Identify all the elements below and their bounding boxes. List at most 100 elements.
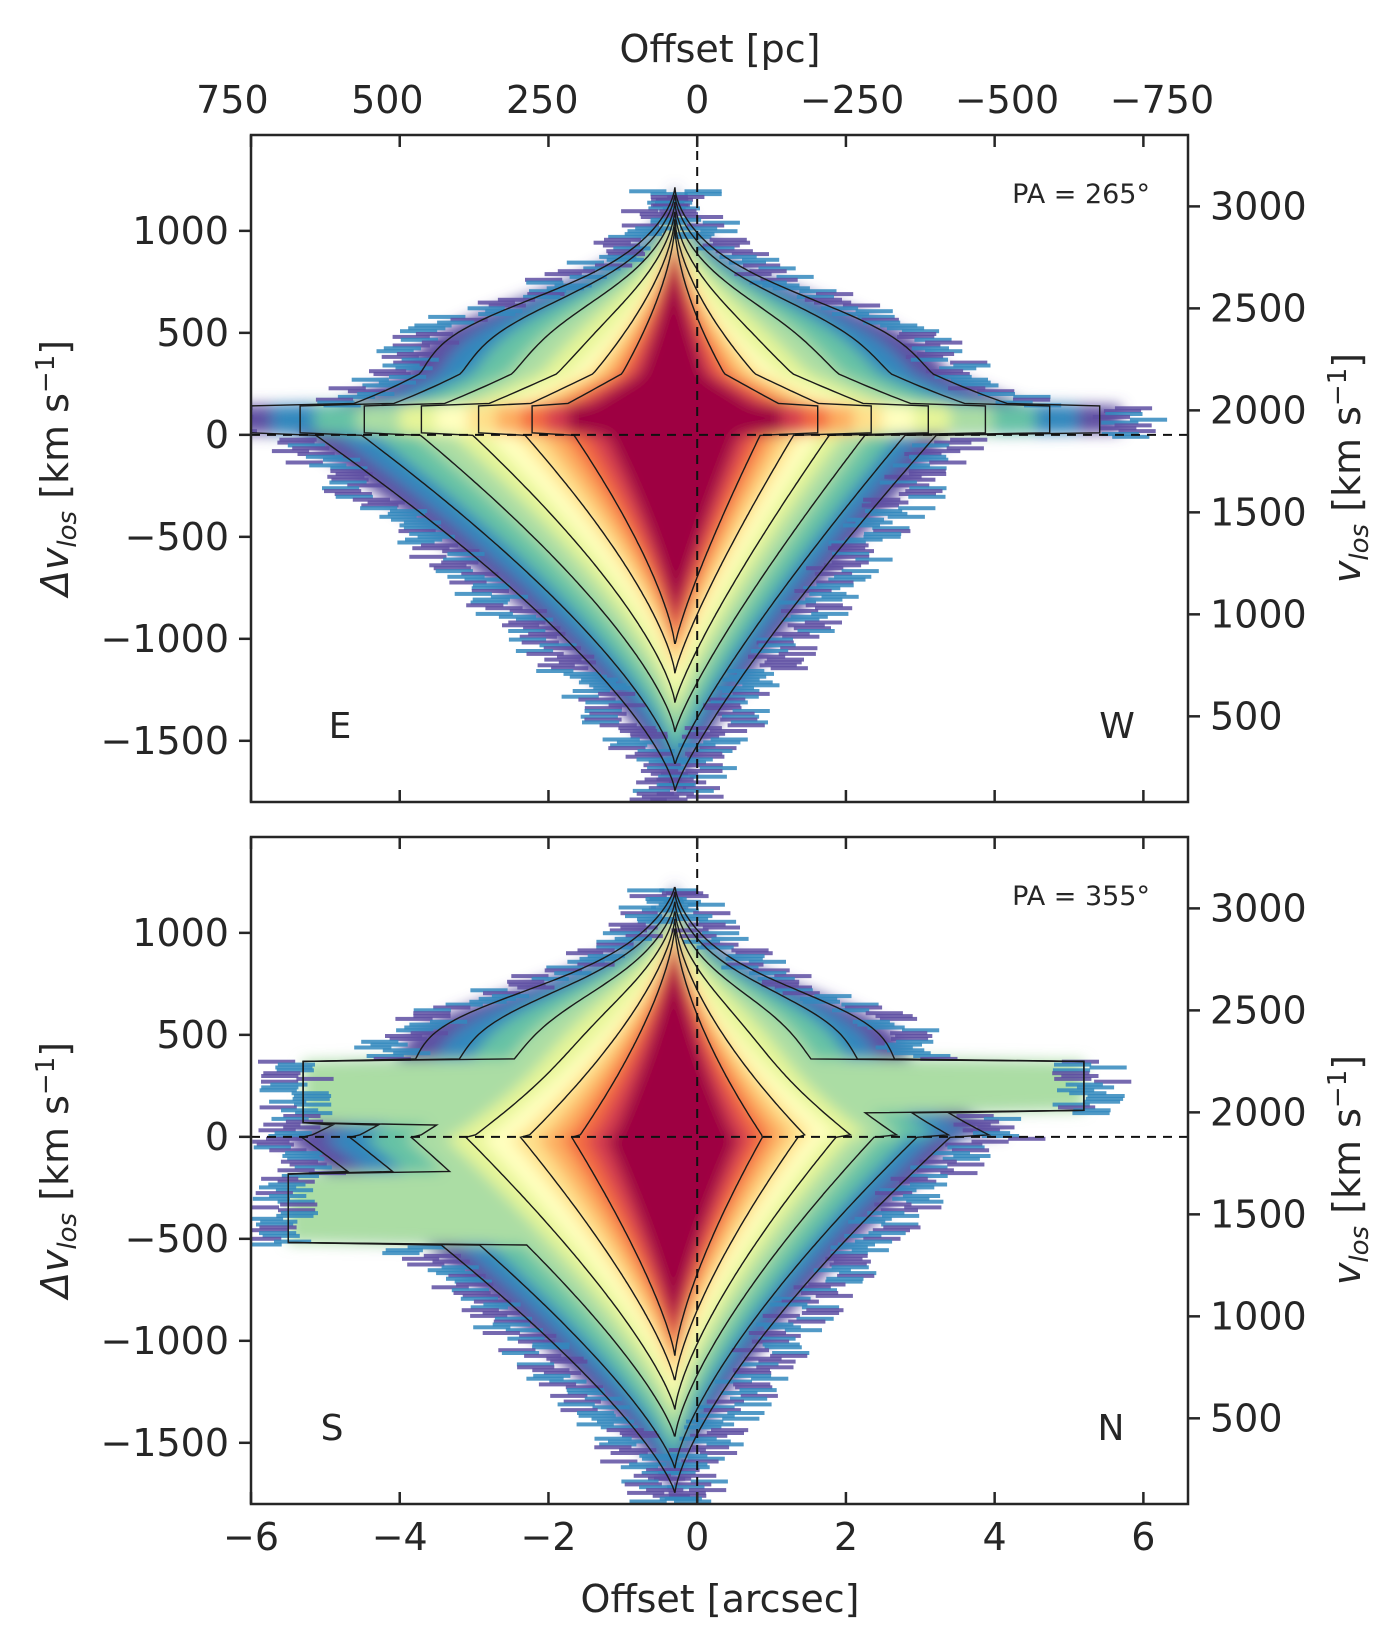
bot-edge-streak [266, 1136, 304, 1141]
bot-edge-streak [577, 1411, 615, 1415]
top-edge-streak [722, 689, 760, 693]
bot-edge-streak [275, 1065, 313, 1070]
bottom-axes-frame [249, 835, 1190, 1506]
top-edge-streak [689, 774, 727, 779]
bot-edge-streak [494, 1316, 533, 1321]
top-contour-line [299, 194, 1051, 764]
bot-edge-streak [932, 1151, 970, 1156]
top-edge-streak [796, 294, 834, 299]
top-edge-streak [387, 511, 425, 516]
top-edge-streak [842, 523, 880, 528]
bot-edge-streak [281, 1108, 319, 1113]
bot-edge-streak [261, 1085, 299, 1090]
top-edge-streak [760, 277, 798, 282]
top-edge-streak [604, 237, 642, 242]
bot-edge-streak [758, 1336, 796, 1341]
bot-edge-streak [909, 1182, 948, 1187]
bot-edge-streak [670, 1453, 708, 1458]
top-edge-streak [797, 629, 835, 633]
top-edge-streak [412, 546, 450, 551]
top-edge-streak [766, 657, 804, 662]
top-edge-streak [327, 474, 365, 479]
bot-edge-streak [844, 1005, 883, 1010]
bot-edge-streak [854, 1216, 892, 1221]
top-edge-streak [901, 329, 940, 334]
top-edge-streak [569, 674, 607, 679]
top-edge-streak [1105, 412, 1143, 416]
top-density-map [251, 185, 1168, 802]
bot-edge-streak [268, 1182, 306, 1187]
bot-edge-streak [260, 1219, 298, 1224]
top-y-tick-label: −1500 [100, 719, 229, 763]
top-edge-streak [1118, 429, 1156, 434]
bot-edge-streak [460, 1296, 498, 1301]
bot-edge-streak [609, 928, 647, 933]
bot-edge-streak [897, 1185, 935, 1190]
bot-edge-streak [256, 1142, 294, 1147]
bot-edge-streak [764, 1345, 802, 1350]
bot-edge-streak [874, 1202, 912, 1207]
bot-edge-streak [751, 1376, 789, 1381]
bot-x-tick-label: −2 [520, 1515, 576, 1559]
top-edge-streak [909, 472, 947, 476]
top-edge-streak [607, 252, 645, 257]
bot-edge-streak [825, 1279, 863, 1284]
bot-y-tick-label: 1000 [132, 911, 229, 955]
top-edge-streak [330, 469, 368, 474]
top-edge-streak [656, 777, 694, 782]
bot-edge-streak [361, 1039, 399, 1044]
bot-edge-streak [906, 1199, 944, 1204]
bot-edge-streak [507, 979, 545, 984]
top-right-axis-label-v: v [1325, 560, 1369, 583]
top-edge-streak [715, 249, 753, 254]
bot-edge-streak [741, 1362, 779, 1367]
bot-edge-streak [664, 1496, 702, 1501]
bot-edge-streak [733, 1373, 772, 1378]
top-edge-streak [650, 192, 688, 197]
bot-edge-streak [259, 1088, 297, 1093]
bot-edge-streak [872, 1228, 910, 1233]
top-axes-frame [249, 133, 1190, 804]
top-edge-streak [710, 700, 748, 705]
bot-edge-streak [879, 1016, 918, 1021]
bot-edge-streak [774, 974, 812, 979]
top-edge-streak [397, 540, 435, 545]
top-edge-streak [285, 460, 323, 465]
top-y-tick-label: 0 [205, 413, 229, 457]
top-edge-streak [279, 437, 317, 442]
bot-edge-streak [761, 982, 799, 987]
bot-edge-streak [880, 1208, 918, 1213]
top-y-tick-label: 500 [156, 311, 229, 355]
top-edge-streak [636, 757, 674, 762]
bot-edge-streak [1061, 1074, 1099, 1078]
bot-edge-streak [625, 934, 663, 939]
bot-edge-streak [961, 1119, 1000, 1124]
bot-edge-streak [727, 1411, 765, 1415]
bot-edge-streak [544, 968, 582, 973]
bot-edge-streak [687, 1456, 725, 1461]
bot-edge-streak [366, 1054, 404, 1058]
bot-edge-streak [473, 1299, 512, 1304]
top-edge-streak [864, 531, 902, 536]
top-contour-line [531, 226, 819, 644]
bot-edge-streak [602, 931, 641, 936]
bot-edge-streak [251, 1228, 289, 1233]
top-edge-streak [804, 297, 842, 302]
top-edge-streak [309, 463, 347, 468]
top-edge-streak [699, 766, 737, 771]
top-right-axis-label-unit: [km s [1325, 406, 1369, 524]
top-edge-streak [790, 614, 828, 619]
top-edge-streak [1114, 423, 1152, 428]
bot-edge-streak [802, 999, 840, 1004]
bot-edge-streak [770, 1353, 808, 1358]
top-edge-streak [687, 731, 726, 736]
top-edge-streak [899, 332, 937, 336]
top-edge-streak [887, 514, 925, 519]
top-edge-streak [379, 514, 417, 519]
top-edge-streak [616, 740, 655, 745]
top-edge-streak [677, 232, 715, 237]
bot-edge-streak [470, 1313, 508, 1318]
bot-edge-streak [721, 965, 759, 970]
bot-edge-streak [830, 1251, 868, 1256]
